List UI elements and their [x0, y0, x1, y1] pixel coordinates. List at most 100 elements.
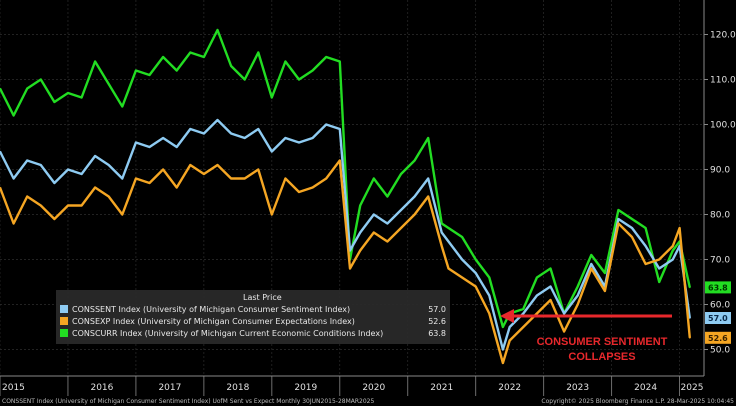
y-tick-label: 120.0 — [710, 31, 736, 41]
series-point — [440, 222, 443, 225]
series-point — [427, 137, 429, 139]
series-point — [617, 218, 620, 220]
series-point — [53, 218, 56, 220]
series-point — [488, 294, 491, 297]
series-point — [53, 101, 56, 103]
series-point — [440, 231, 443, 234]
series-point — [386, 195, 389, 198]
legend-swatch — [60, 329, 68, 337]
series-point — [536, 276, 538, 279]
series-point — [162, 56, 164, 58]
series-point — [135, 69, 137, 72]
series-point — [257, 51, 260, 54]
series-point — [658, 281, 661, 283]
series-point — [488, 276, 491, 279]
series-point — [576, 294, 579, 297]
series-point — [372, 177, 375, 180]
series-point — [590, 263, 593, 265]
y-tick-label: 100.0 — [710, 121, 736, 131]
year-label: 2019 — [294, 383, 317, 393]
series-lines — [0, 28, 691, 365]
series-point — [216, 29, 219, 31]
series-point — [549, 267, 552, 270]
series-point — [257, 168, 260, 171]
series-point — [359, 249, 361, 252]
series-point — [107, 195, 110, 198]
series-point — [689, 286, 691, 289]
series-point — [39, 204, 42, 207]
legend-entry: CONSSENT Index (University of Michigan C… — [72, 305, 350, 314]
series-point — [678, 227, 681, 229]
series-point — [447, 240, 450, 243]
series-point — [94, 60, 96, 63]
series-point — [311, 186, 314, 189]
series-point — [148, 74, 151, 76]
footer-left: CONSSENT Index (University of Michigan C… — [2, 398, 374, 405]
series-point — [325, 177, 328, 180]
last-price-badges: 63.8 57.0 52.6 — [705, 281, 731, 344]
series-point — [689, 337, 691, 339]
series-point — [413, 213, 416, 216]
series-point — [325, 123, 328, 126]
series-point — [203, 56, 205, 58]
series-point — [0, 87, 1, 90]
series-point — [372, 231, 375, 234]
series-point — [107, 164, 110, 166]
series-point — [644, 245, 647, 247]
series-point — [349, 267, 351, 270]
series-point — [461, 236, 463, 238]
last-price-badge-bg — [705, 312, 731, 324]
series-point — [298, 78, 300, 81]
series-point — [604, 290, 606, 292]
series-point — [271, 150, 273, 153]
series-point — [576, 303, 579, 306]
last-price-badge-bg — [705, 281, 731, 294]
year-label: 2024 — [634, 383, 657, 393]
series-point — [135, 141, 137, 144]
series-point — [12, 177, 15, 180]
series-point — [461, 258, 463, 261]
series-point — [26, 159, 28, 162]
series-point — [26, 87, 28, 90]
series-point — [508, 326, 511, 328]
series-point — [386, 222, 389, 225]
legend-swatch — [60, 317, 68, 325]
series-point — [39, 164, 42, 166]
series-line-0 — [0, 28, 691, 329]
series-point — [447, 227, 450, 229]
last-price-badge-text: 63.8 — [708, 283, 728, 292]
series-point — [522, 308, 525, 310]
legend-value: 57.0 — [428, 305, 446, 314]
series-point — [549, 285, 552, 288]
series-point — [189, 164, 192, 166]
series-point — [148, 182, 151, 184]
series-point — [672, 258, 674, 261]
series-point — [631, 227, 633, 229]
year-label: 2020 — [362, 383, 385, 393]
series-point — [386, 240, 389, 243]
series-point — [658, 267, 661, 270]
last-price-badge-bg — [705, 331, 731, 344]
legend-header: Last Price — [243, 293, 282, 302]
series-point — [94, 186, 96, 189]
year-label: 2022 — [498, 383, 521, 393]
series-point — [672, 245, 674, 247]
series-point — [440, 245, 443, 247]
series-point — [26, 195, 28, 198]
series-point — [678, 245, 681, 247]
series-point — [0, 186, 1, 189]
series-point — [359, 231, 361, 234]
year-label: 2018 — [226, 383, 249, 393]
year-label: 2021 — [430, 383, 453, 393]
series-point — [243, 137, 246, 139]
series-point — [80, 204, 83, 207]
series-point — [325, 56, 328, 58]
series-point — [311, 69, 314, 72]
y-tick-label: 90.0 — [710, 166, 730, 176]
annotation: CONSUMER SENTIMENT COLLAPSES — [500, 309, 672, 363]
series-point — [230, 132, 232, 135]
series-point — [284, 177, 287, 180]
last-price-badge: 57.0 — [705, 312, 731, 324]
series-point — [400, 209, 402, 211]
